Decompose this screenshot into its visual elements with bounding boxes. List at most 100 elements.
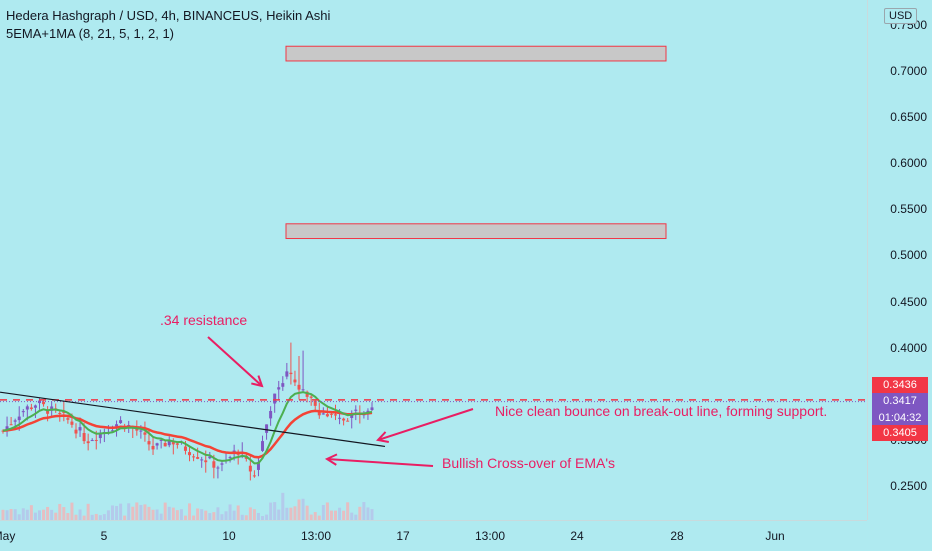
bounce-arrow-shaft	[377, 408, 474, 441]
volume-bar	[366, 507, 370, 520]
crossover-arrow-head	[324, 453, 338, 466]
annotation-crossover[interactable]: Bullish Cross-over of EMA's	[442, 455, 616, 471]
volume-bar	[25, 509, 29, 520]
volume-bar	[175, 510, 179, 520]
volume-bar	[183, 515, 187, 520]
price-zone-rectangle[interactable]	[285, 223, 667, 240]
volume-bar	[216, 507, 220, 520]
candle-body	[313, 400, 317, 406]
candle-body	[346, 420, 350, 422]
candle-body	[329, 413, 333, 415]
candle-body	[94, 439, 98, 441]
candle-body	[289, 372, 293, 375]
candle-body	[78, 427, 82, 431]
volume-bar	[102, 514, 106, 520]
volume-bar	[346, 502, 350, 520]
candle-body	[17, 416, 21, 421]
candle-body	[29, 407, 33, 409]
price-tick: 0.2500	[890, 479, 927, 493]
volume-bar	[354, 514, 358, 520]
volume-bar	[212, 512, 216, 520]
volume-bar	[135, 502, 139, 520]
volume-bar	[252, 509, 256, 520]
volume-bar	[90, 514, 94, 520]
candle-body	[252, 475, 256, 477]
volume-bar	[163, 502, 167, 520]
volume-bar	[313, 512, 317, 520]
time-tick: 5	[100, 529, 108, 543]
candle-body	[261, 441, 265, 451]
volume-bar	[123, 515, 127, 520]
volume-bar	[244, 515, 248, 520]
volume-bar	[171, 507, 175, 520]
volume-bar	[281, 492, 285, 520]
volume-bar	[196, 508, 200, 520]
candle-body	[46, 410, 50, 414]
candle-body	[192, 456, 196, 458]
volume-bar	[58, 503, 62, 520]
volume-bar	[147, 506, 151, 520]
candle-body	[269, 410, 273, 419]
volume-bar	[285, 507, 289, 520]
volume-bar	[192, 515, 196, 520]
volume-bar	[33, 512, 37, 520]
volume-bar	[224, 511, 228, 520]
volume-bar	[54, 512, 58, 520]
price-axis[interactable]: 0.7500 0.7000 0.6500 0.6000 0.5500 0.500…	[867, 0, 932, 520]
volume-bar	[139, 504, 143, 520]
indicator-legend[interactable]: 5EMA+1MA (8, 21, 5, 1, 2, 1)	[6, 26, 175, 41]
candle-body	[354, 409, 358, 411]
time-axis[interactable]: May 5 10 13:00 17 13:00 24 28 Jun	[0, 520, 867, 551]
volume-bar	[350, 512, 354, 520]
volume-bar	[325, 502, 329, 520]
candle-body	[293, 379, 297, 383]
candle-body	[305, 391, 309, 397]
candle-body	[110, 430, 114, 432]
breakout-trendline	[0, 391, 386, 448]
volume-bar	[155, 509, 159, 520]
volume-bar	[143, 504, 147, 520]
candle-body	[42, 401, 46, 405]
resistance-price-tag: 0.3436	[872, 377, 928, 393]
candle-body	[13, 420, 17, 422]
candle-body	[236, 453, 240, 455]
candle-body	[334, 414, 338, 416]
volume-bar	[358, 506, 362, 520]
volume-bar	[98, 515, 102, 520]
annotation-bounce[interactable]: Nice clean bounce on break-out line, for…	[495, 403, 828, 419]
candle-body	[155, 443, 159, 446]
annotation-resistance[interactable]: .34 resistance	[160, 312, 248, 328]
candle-body	[66, 418, 70, 420]
support-price-tag: 0.3405	[872, 425, 928, 441]
volume-bar	[208, 513, 212, 520]
candle-body	[228, 457, 232, 459]
ema-fast-line	[2, 391, 373, 465]
symbol-title[interactable]: Hedera Hashgraph / USD, 4h, BINANCEUS, H…	[6, 8, 331, 23]
candle-body	[325, 414, 329, 417]
volume-bar	[342, 510, 346, 520]
volume-bar	[200, 509, 204, 520]
time-tick: 17	[396, 529, 410, 543]
candle-body	[317, 410, 321, 416]
candle-body	[98, 432, 102, 439]
volume-bar	[228, 504, 232, 520]
resistance-arrow-shaft	[207, 336, 263, 387]
candle-body	[216, 467, 220, 469]
volume-bar	[188, 503, 192, 520]
candle-body	[212, 461, 216, 468]
time-tick: 13:00	[474, 529, 506, 543]
volume-bar	[305, 505, 309, 520]
price-zone-rectangle[interactable]	[285, 45, 667, 62]
candle-body	[82, 433, 86, 442]
volume-bar	[94, 513, 98, 520]
candle-body	[151, 445, 155, 450]
candle-body	[143, 432, 147, 435]
price-tick: 0.4000	[890, 341, 927, 355]
candle-body	[119, 420, 123, 424]
volume-bar	[329, 510, 333, 520]
currency-button[interactable]: USD	[884, 8, 918, 24]
volume-bar	[46, 506, 50, 520]
volume-bar	[29, 505, 33, 520]
